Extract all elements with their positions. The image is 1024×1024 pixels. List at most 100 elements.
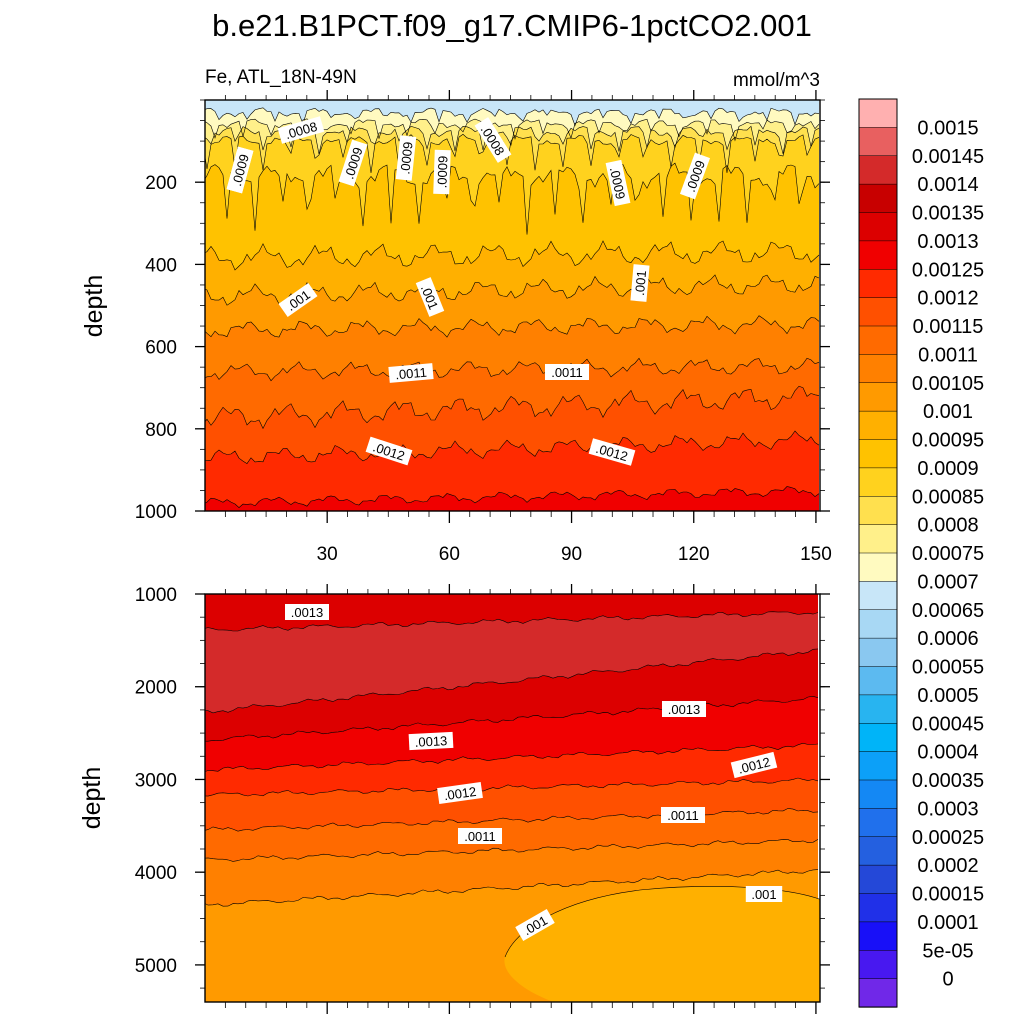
svg-text:.001: .001 bbox=[751, 887, 776, 902]
colorbar-swatch bbox=[858, 496, 898, 526]
colorbar-label: 0.00095 bbox=[912, 430, 984, 452]
upper-contour bbox=[205, 162, 820, 235]
colorbar-swatch bbox=[858, 467, 898, 497]
svg-text:.0011: .0011 bbox=[395, 365, 428, 383]
svg-text:.0009: .0009 bbox=[607, 166, 628, 201]
colorbar-swatch bbox=[858, 893, 898, 923]
upper-contour bbox=[205, 315, 820, 338]
lower-contour bbox=[205, 611, 819, 632]
colorbar-swatch bbox=[858, 808, 898, 838]
upper-ytick-label: 600 bbox=[145, 338, 177, 359]
colorbar-swatch bbox=[858, 779, 898, 810]
lower-contour-label: .0013 bbox=[285, 604, 329, 620]
colorbar-label: 0.0012 bbox=[917, 288, 978, 310]
upper-ylabel: depth bbox=[80, 275, 108, 338]
svg-text:.0011: .0011 bbox=[464, 829, 496, 844]
colorbar-swatch bbox=[858, 240, 898, 270]
colorbar-swatch bbox=[858, 155, 898, 185]
lower-ylabel: depth bbox=[78, 767, 106, 830]
colorbar-label: 0.00035 bbox=[912, 770, 984, 792]
upper-contour bbox=[205, 430, 820, 465]
upper-contour bbox=[205, 385, 820, 430]
colorbar-label: 0.0007 bbox=[917, 571, 978, 593]
colorbar-label: 0.0011 bbox=[918, 344, 978, 366]
upper-band bbox=[205, 274, 819, 338]
lower-ytick-label: 2000 bbox=[135, 678, 177, 699]
colorbar-label: 0.00145 bbox=[912, 146, 984, 168]
colorbar-swatch bbox=[858, 269, 898, 299]
colorbar-label: 0.00125 bbox=[912, 259, 984, 281]
colorbar-swatch bbox=[858, 751, 898, 781]
colorbar-label: 0.0009 bbox=[917, 458, 978, 480]
upper-xtick-label: 90 bbox=[561, 544, 582, 565]
colorbar-swatch bbox=[858, 439, 898, 469]
colorbar-label: 0.0013 bbox=[917, 231, 978, 253]
colorbar-label: 0 bbox=[942, 969, 953, 991]
svg-text:.0012: .0012 bbox=[443, 784, 477, 803]
colorbar-label: 0.0014 bbox=[917, 174, 978, 196]
colorbar-swatch bbox=[858, 978, 898, 1008]
lower-contour bbox=[205, 869, 819, 907]
svg-text:.0013: .0013 bbox=[414, 733, 447, 750]
colorbar-swatch bbox=[858, 127, 898, 157]
upper-band bbox=[205, 126, 819, 173]
colorbar-swatch bbox=[858, 183, 898, 214]
colorbar-swatch bbox=[858, 212, 898, 242]
upper-panel: .0008.0008.0008.0009.0009.0009.0009.0009… bbox=[80, 90, 832, 565]
upper-ytick-label: 200 bbox=[145, 173, 177, 194]
colorbar-swatch bbox=[858, 921, 898, 951]
colorbar-label: 0.00015 bbox=[912, 884, 984, 906]
lower-contour bbox=[205, 648, 819, 714]
svg-text:.001: .001 bbox=[632, 270, 649, 297]
colorbar-swatch bbox=[858, 297, 898, 327]
colorbar-label: 0.00045 bbox=[912, 713, 984, 735]
upper-contour-label: .0009 bbox=[433, 149, 451, 195]
colorbar-frame bbox=[858, 98, 898, 1008]
colorbar-swatch bbox=[858, 98, 898, 129]
colorbar-label: 0.00105 bbox=[912, 373, 984, 395]
upper-ytick-label: 800 bbox=[145, 420, 177, 441]
lower-contour bbox=[205, 777, 819, 797]
colorbar-swatch bbox=[858, 354, 898, 384]
colorbar-label: 0.0004 bbox=[917, 742, 978, 764]
upper-contour bbox=[205, 357, 820, 382]
svg-text:.0013: .0013 bbox=[668, 702, 701, 717]
lower-contour-label: .0013 bbox=[408, 731, 454, 751]
units-label: mmol/m^3 bbox=[733, 70, 820, 91]
lower-contour-label: .0011 bbox=[458, 828, 502, 844]
chart-title: b.e21.B1PCT.f09_g17.CMIP6-1pctCO2.001 bbox=[212, 8, 812, 43]
colorbar-swatch bbox=[858, 325, 898, 356]
upper-band bbox=[205, 163, 819, 270]
upper-contour bbox=[205, 118, 820, 142]
lower-ytick-label: 3000 bbox=[135, 770, 177, 791]
svg-text:.0009: .0009 bbox=[397, 141, 415, 175]
upper-contour-label: .0009 bbox=[605, 159, 631, 207]
upper-contour bbox=[205, 133, 820, 174]
lower-band bbox=[205, 743, 818, 797]
colorbar-label: 0.0008 bbox=[917, 515, 978, 537]
colorbar-label: 0.0015 bbox=[917, 117, 978, 139]
lower-band bbox=[205, 594, 818, 631]
svg-text:.0013: .0013 bbox=[291, 605, 324, 620]
upper-contour-label: .0011 bbox=[388, 363, 434, 383]
upper-contour-label: .001 bbox=[630, 264, 650, 302]
upper-band bbox=[205, 431, 819, 508]
upper-ytick-label: 400 bbox=[145, 255, 177, 276]
lower-contour-label: .0012 bbox=[437, 782, 483, 804]
lower-panel-frame bbox=[204, 593, 821, 1003]
lower-ytick-label: 4000 bbox=[135, 863, 177, 884]
colorbar-swatch bbox=[858, 524, 898, 554]
colorbar-label: 5e-05 bbox=[922, 940, 973, 962]
colorbar-label: 0.00025 bbox=[912, 827, 984, 849]
lower-contour bbox=[205, 695, 819, 742]
lower-panel: .0013.0013.0013.0012.0012.0011.0011.001.… bbox=[78, 584, 830, 1014]
upper-band bbox=[205, 240, 819, 306]
upper-band bbox=[205, 107, 819, 141]
colorbar-swatch bbox=[858, 836, 898, 866]
svg-text:.0011: .0011 bbox=[551, 365, 583, 380]
lower-contour bbox=[205, 808, 819, 832]
lower-contour-label: .0011 bbox=[661, 807, 705, 823]
upper-contour bbox=[205, 486, 820, 509]
colorbar-swatch bbox=[858, 552, 898, 583]
